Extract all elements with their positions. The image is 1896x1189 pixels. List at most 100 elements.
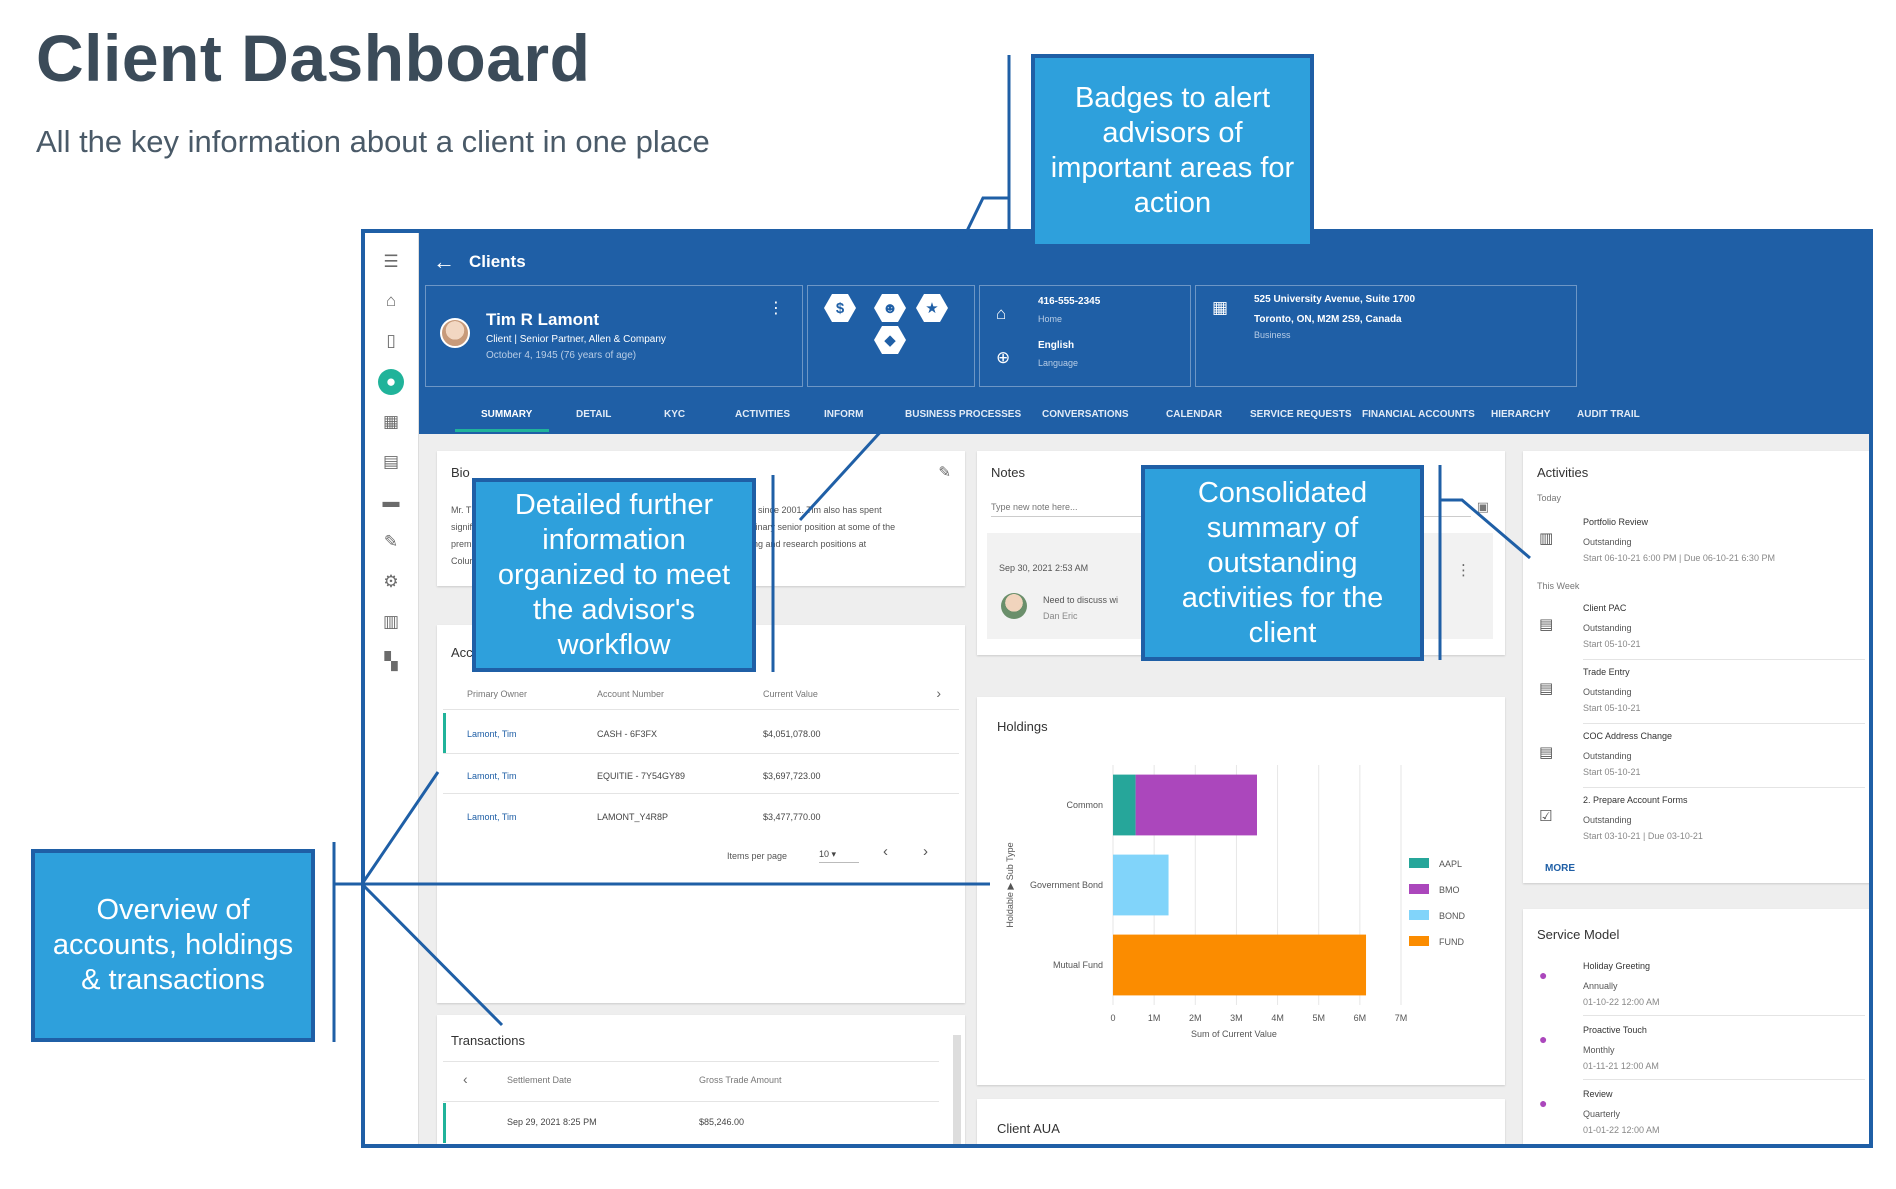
menu-icon[interactable]: ☰ — [383, 252, 399, 271]
activity-title[interactable]: Portfolio Review — [1583, 517, 1649, 527]
person-icon: ● — [1539, 1095, 1548, 1111]
activity-title[interactable]: 2. Prepare Account Forms — [1583, 795, 1688, 805]
items-per-page-select[interactable]: 10 ▾ — [819, 849, 859, 863]
check-task-icon: ☑ — [1539, 808, 1553, 825]
callout-activities: Consolidated summary of outstanding acti… — [1141, 465, 1424, 661]
transaction-amount: $85,246.00 — [699, 1117, 745, 1127]
activity-dates: Start 05-10-21 — [1583, 767, 1641, 777]
tab-calendar[interactable]: CALENDAR — [1166, 409, 1223, 420]
calendar-icon[interactable]: ▦ — [382, 412, 400, 431]
callout-overview: Overview of accounts, holdings & transac… — [31, 849, 315, 1042]
shield-badge-icon[interactable]: ◆ — [874, 326, 906, 354]
legend-label-bmo: BMO — [1439, 885, 1460, 895]
divider — [1583, 787, 1865, 788]
activity-title[interactable]: Trade Entry — [1583, 667, 1630, 677]
dollar-badge-icon[interactable]: $ — [824, 294, 856, 322]
prev-page-icon[interactable]: ‹ — [883, 843, 888, 860]
legend-swatch-aapl — [1409, 858, 1429, 868]
gear-icon[interactable]: ⚙ — [383, 572, 399, 591]
col-account-number[interactable]: Account Number — [597, 689, 665, 699]
tab-conversations[interactable]: CONVERSATIONS — [1042, 409, 1129, 420]
bio-line1-start: Mr. T — [451, 505, 472, 515]
tab-business-processes[interactable]: BUSINESS PROCESSES — [905, 409, 1022, 420]
transactions-title: Transactions — [451, 1033, 525, 1048]
x-tick-label: 7M — [1395, 1013, 1408, 1023]
tab-service-requests[interactable]: SERVICE REQUESTS — [1250, 409, 1352, 420]
this-week-label: This Week — [1537, 581, 1580, 591]
service-title[interactable]: Proactive Touch — [1583, 1025, 1647, 1035]
tab-summary[interactable]: SUMMARY — [481, 409, 533, 420]
x-tick-label: 2M — [1189, 1013, 1202, 1023]
bio-line2-end: sinary senior position at some of the — [751, 522, 896, 532]
clients-breadcrumb[interactable]: Clients — [469, 252, 526, 271]
activity-title[interactable]: Client PAC — [1583, 603, 1627, 613]
activity-dates: Start 03-10-21 | Due 03-10-21 — [1583, 831, 1703, 841]
account-owner[interactable]: Lamont, Tim — [467, 729, 517, 739]
tab-financial-accounts[interactable]: FINANCIAL ACCOUNTS — [1362, 409, 1475, 420]
more-vert-icon[interactable]: ⋮ — [768, 300, 784, 317]
tab-activities[interactable]: ACTIVITIES — [735, 409, 791, 420]
bio-line1-end: y since 2001. Tim also has spent — [751, 505, 882, 515]
legend-swatch-bmo — [1409, 884, 1429, 894]
tab-detail[interactable]: DETAIL — [576, 409, 612, 420]
activity-title[interactable]: COC Address Change — [1583, 731, 1673, 741]
divider — [1583, 659, 1865, 660]
activity-status: Outstanding — [1583, 537, 1632, 547]
clipboard-task-icon: ▤ — [1539, 744, 1554, 761]
callout-detailed-info: Detailed further information organized t… — [472, 478, 756, 672]
dashboard-icon[interactable]: ▚ — [384, 652, 398, 671]
bar-aapl — [1113, 774, 1136, 836]
today-label: Today — [1537, 493, 1562, 503]
col-primary-owner[interactable]: Primary Owner — [467, 689, 528, 699]
selected-row-indicator — [443, 1103, 446, 1143]
account-owner[interactable]: Lamont, Tim — [467, 812, 517, 822]
activity-status: Outstanding — [1583, 687, 1632, 697]
advisor-badge-icon[interactable]: ☻ — [874, 294, 906, 322]
tab-audit-trail[interactable]: AUDIT TRAIL — [1577, 409, 1640, 420]
service-frequency: Annually — [1583, 981, 1618, 991]
clipboard-icon[interactable]: ▤ — [382, 452, 400, 471]
wrench-icon[interactable]: ✎ — [383, 532, 399, 551]
save-note-icon[interactable]: ▣ — [1476, 499, 1489, 514]
report-icon[interactable]: ▥ — [382, 612, 400, 631]
next-page-icon[interactable]: › — [923, 843, 928, 860]
address-line1: 525 University Avenue, Suite 1700 — [1254, 294, 1416, 305]
scrollbar[interactable] — [953, 1035, 961, 1144]
y-category-label: Common — [1066, 800, 1103, 810]
client-icon[interactable]: ● — [378, 369, 404, 395]
service-title[interactable]: Holiday Greeting — [1583, 961, 1651, 971]
home-contact-icon: ⌂ — [996, 304, 1007, 323]
y-axis-title: Holdable ▶ Sub Type — [1005, 842, 1015, 927]
home-icon[interactable]: ⌂ — [385, 291, 397, 310]
account-owner[interactable]: Lamont, Tim — [467, 771, 517, 781]
tab-bar: SUMMARY DETAIL KYC ACTIVITIES INFORM BUS… — [419, 405, 1869, 434]
service-title[interactable]: Review — [1583, 1089, 1613, 1099]
col-current-value[interactable]: Current Value — [763, 689, 818, 699]
folder-icon[interactable]: ▬ — [382, 492, 400, 511]
tab-kyc[interactable]: KYC — [664, 409, 686, 420]
tab-hierarchy[interactable]: HIERARCHY — [1491, 409, 1551, 420]
activities-title: Activities — [1537, 465, 1589, 480]
language-value: English — [1038, 340, 1075, 351]
note-more-icon[interactable]: ⋮ — [1456, 562, 1471, 579]
note-author-avatar — [1001, 593, 1027, 619]
legend-label-aapl: AAPL — [1439, 859, 1462, 869]
star-badge-icon[interactable]: ★ — [916, 294, 948, 322]
edit-pencil-icon[interactable]: ✎ — [938, 464, 951, 481]
chevron-left-icon[interactable]: ‹ — [463, 1071, 468, 1087]
col-settlement-date[interactable]: Settlement Date — [507, 1075, 572, 1085]
items-per-page-label: Items per page — [727, 851, 788, 861]
chart-task-icon: ▥ — [1539, 530, 1554, 547]
phone-number[interactable]: 416-555-2345 — [1038, 296, 1101, 307]
activity-status: Outstanding — [1583, 623, 1632, 633]
chevron-right-icon[interactable]: › — [936, 685, 941, 701]
holdings-panel: Holdings 0 1M 2M 3M 4M 5M 6M 7M Common Government… — [977, 697, 1505, 1085]
bio-line2-start: signif — [451, 522, 473, 532]
account-value: $3,477,770.00 — [763, 812, 821, 822]
back-arrow-icon[interactable]: ← — [433, 249, 455, 274]
col-gross-trade-amount[interactable]: Gross Trade Amount — [699, 1075, 782, 1085]
devices-icon[interactable]: ▯ — [386, 331, 396, 350]
active-tab-indicator — [455, 429, 549, 432]
tab-inform[interactable]: INFORM — [824, 409, 864, 420]
more-activities-link[interactable]: MORE — [1545, 863, 1575, 874]
